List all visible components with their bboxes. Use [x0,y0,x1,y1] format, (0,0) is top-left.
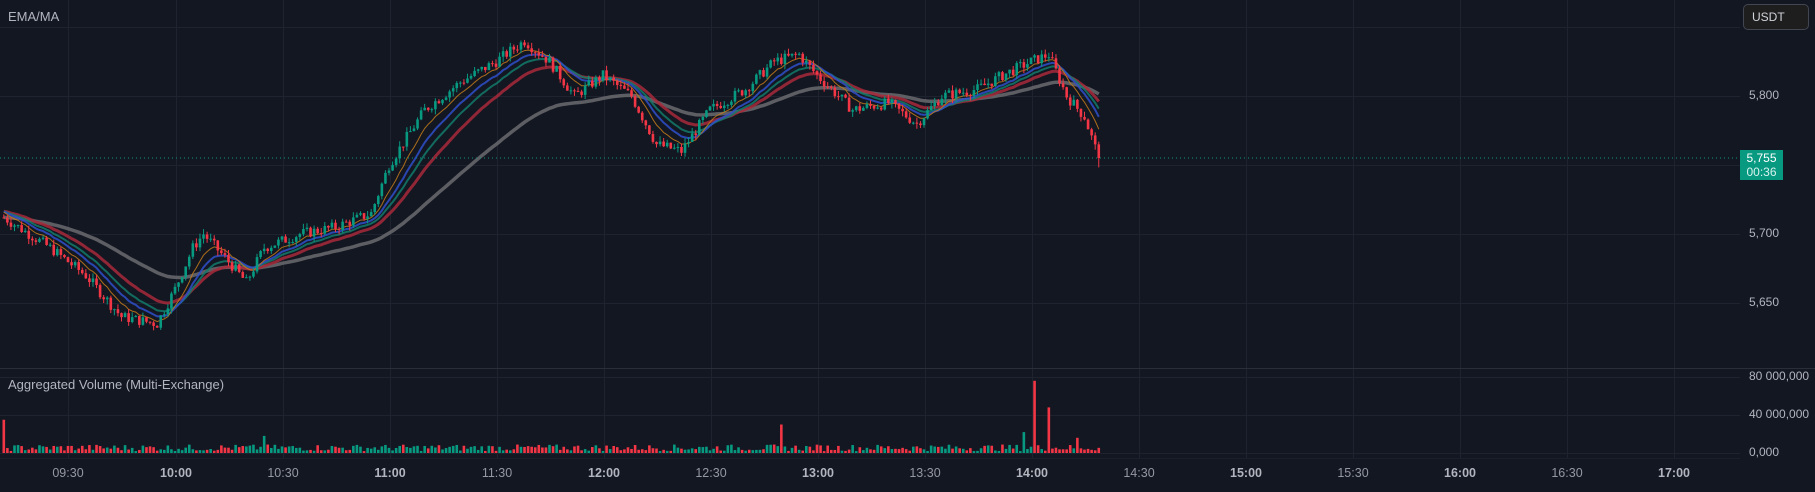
time-tick-label: 16:30 [1551,466,1583,480]
volume-tick-label: 0,000 [1749,445,1780,459]
time-tick-label: 13:30 [909,466,941,480]
time-tick-label: 15:30 [1337,466,1369,480]
time-tick-label: 09:30 [52,466,84,480]
candlesticks [2,39,1101,331]
candle-countdown: 00:36 [1746,165,1777,179]
time-tick-label: 14:00 [1016,466,1048,480]
time-tick-label: 11:30 [481,466,513,480]
last-price-tag: 5,755 00:36 [1740,150,1783,180]
time-tick-label: 15:00 [1230,466,1262,480]
time-tick-label: 17:00 [1658,466,1690,480]
price-tick-label: 5,650 [1749,295,1780,309]
main-indicator-label[interactable]: EMA/MA [8,9,60,24]
time-tick-label: 10:00 [160,466,192,480]
time-tick-label: 10:30 [267,466,299,480]
price-tick-label: 5,800 [1749,88,1780,102]
currency-button[interactable]: USDT [1743,4,1809,30]
last-price-value: 5,755 [1746,151,1777,165]
volume-tick-label: 40 000,000 [1749,407,1810,421]
price-tick-label: 5,700 [1749,226,1780,240]
volume-bars [2,380,1101,453]
time-tick-label: 12:00 [588,466,620,480]
grid-lines [0,0,1740,458]
time-tick-label: 14:30 [1123,466,1155,480]
time-tick-label: 16:00 [1444,466,1476,480]
volume-tick-label: 80 000,000 [1749,369,1810,383]
time-tick-label: 12:30 [695,466,727,480]
time-tick-label: 13:00 [802,466,834,480]
moving-average-lines [3,49,1100,323]
time-tick-label: 11:00 [374,466,406,480]
volume-indicator-label[interactable]: Aggregated Volume (Multi-Exchange) [8,377,225,392]
